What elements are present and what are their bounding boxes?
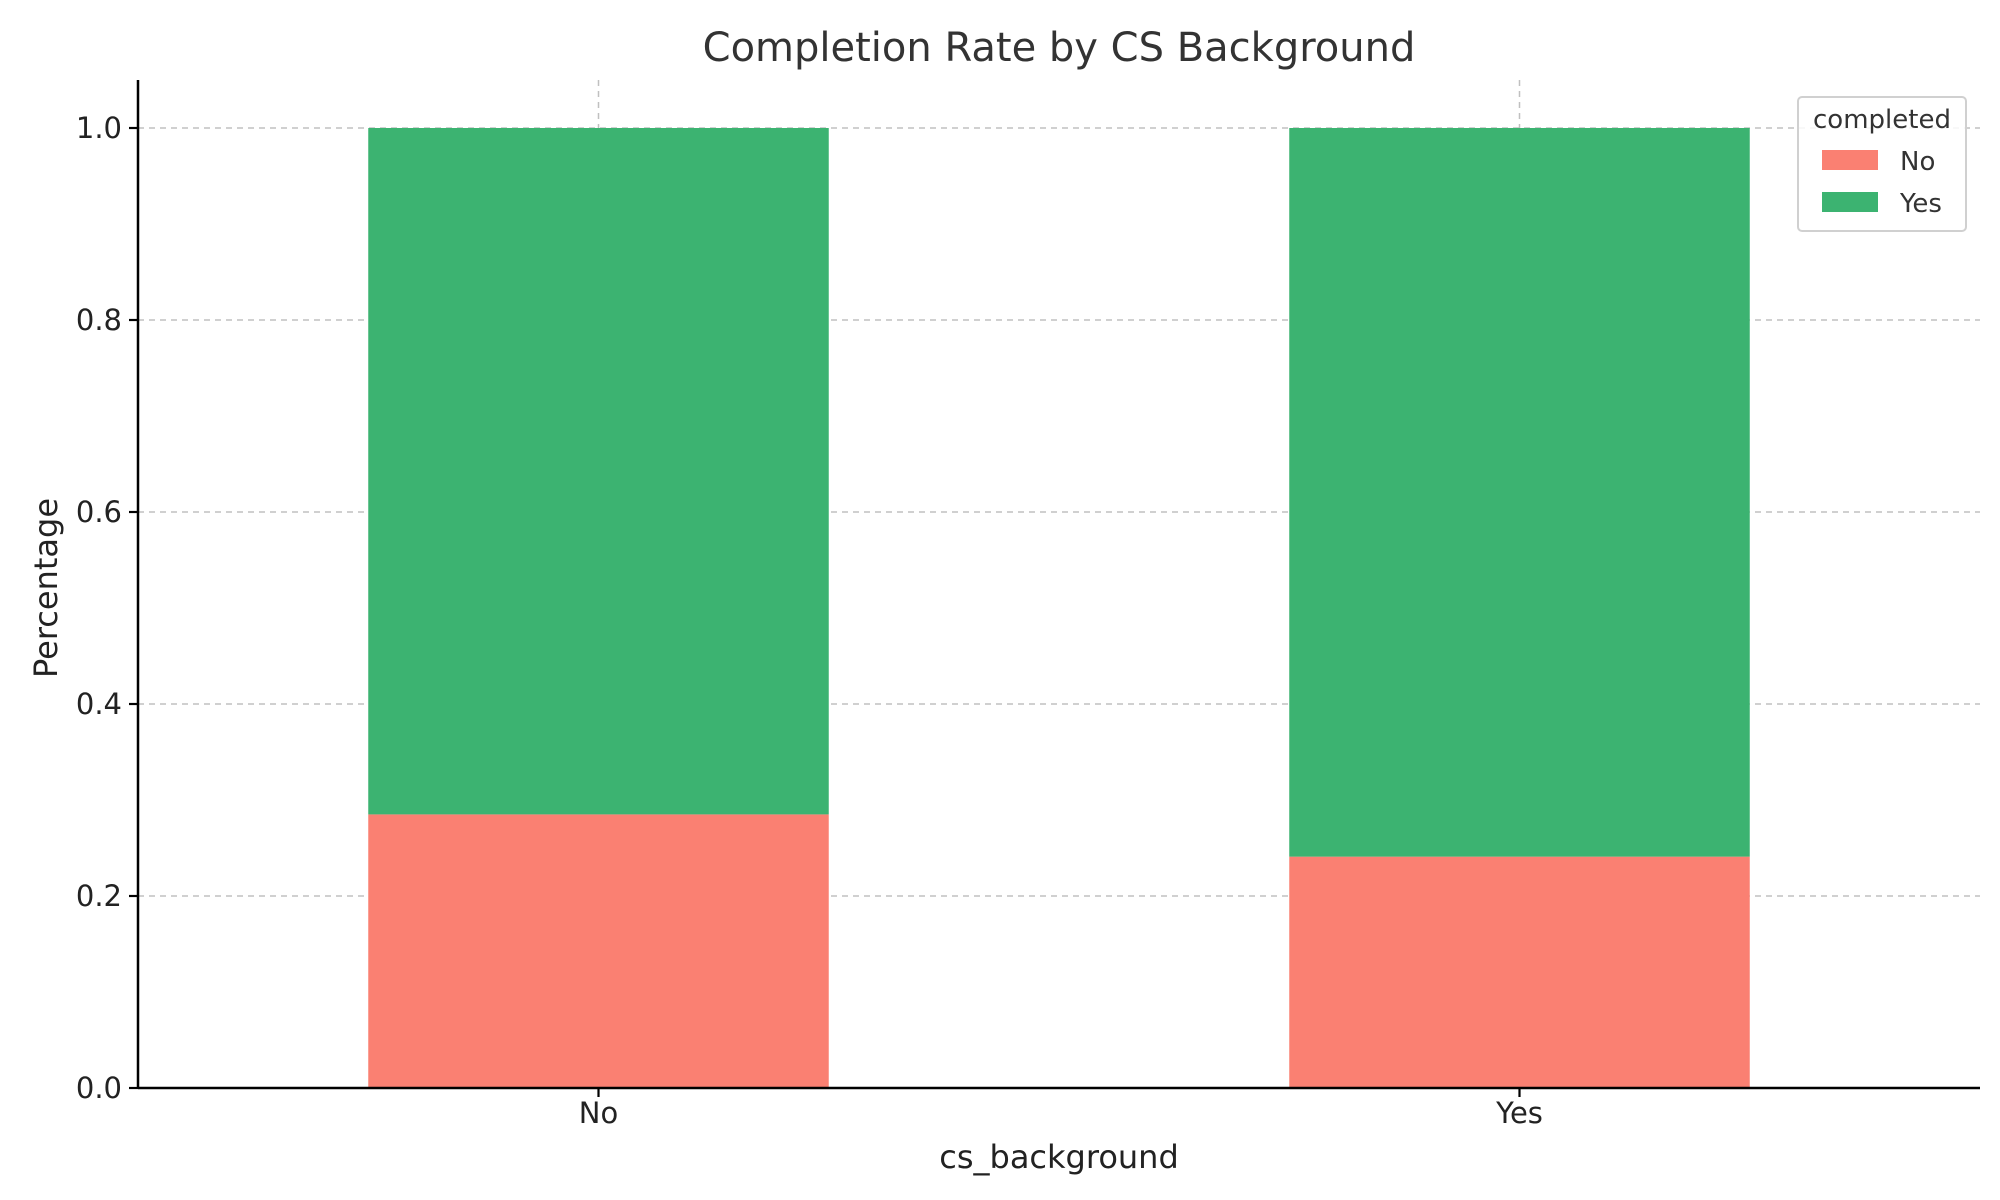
legend-label-yes: Yes xyxy=(1899,189,1942,219)
x-tick-label-no: No xyxy=(579,1096,618,1130)
legend-label-no: No xyxy=(1900,147,1935,177)
x-tick-label-yes: Yes xyxy=(1495,1096,1543,1130)
y-tick-label-1: 0.2 xyxy=(76,879,122,913)
chart-title: Completion Rate by CS Background xyxy=(703,25,1416,71)
y-tick-label-3: 0.6 xyxy=(76,495,122,529)
legend: completed No Yes xyxy=(1797,96,1967,232)
x-axis-label: cs_background xyxy=(939,1138,1179,1176)
axes xyxy=(136,80,1980,1090)
y-tick-label-5: 1.0 xyxy=(76,111,122,145)
y-tick-label-2: 0.4 xyxy=(76,687,122,721)
legend-title: completed xyxy=(1813,105,1951,135)
bar-no-no xyxy=(368,814,829,1088)
bar-yes-yes xyxy=(1289,128,1750,857)
bar-no-yes xyxy=(368,128,829,815)
legend-swatch-no xyxy=(1822,150,1878,170)
y-axis-label: Percentage xyxy=(27,498,65,678)
bars xyxy=(368,128,1750,1088)
legend-swatch-yes xyxy=(1822,192,1878,212)
x-axis-ticks: No Yes xyxy=(579,1088,1543,1130)
y-tick-label-0: 0.0 xyxy=(76,1071,122,1105)
bar-yes-no xyxy=(1289,856,1750,1088)
y-axis-ticks: 0.0 0.2 0.4 0.6 0.8 1.0 xyxy=(76,111,138,1105)
y-tick-label-4: 0.8 xyxy=(76,303,122,337)
